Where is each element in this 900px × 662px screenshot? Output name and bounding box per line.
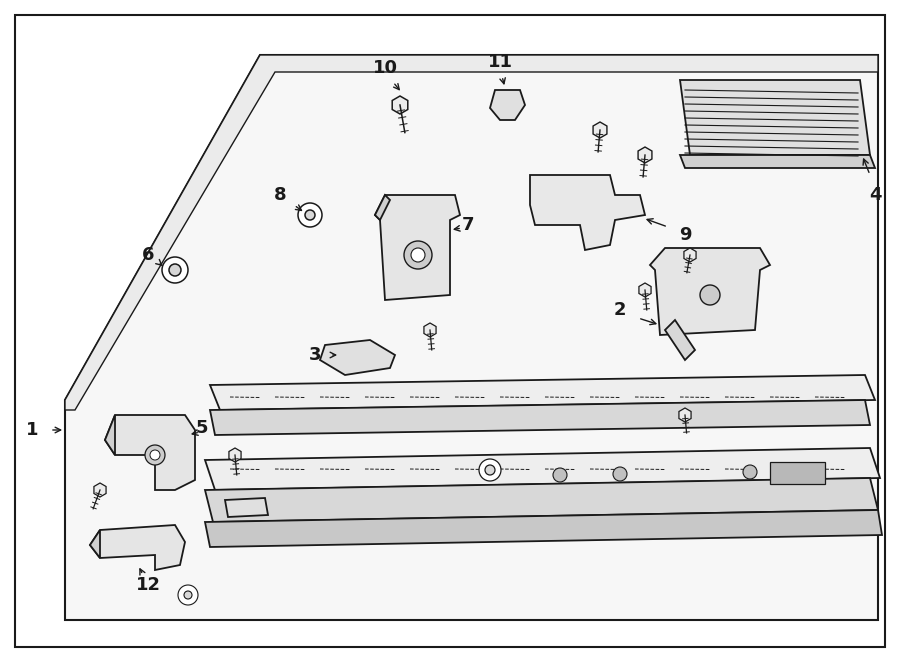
Polygon shape xyxy=(650,248,770,335)
Circle shape xyxy=(404,241,432,269)
Text: 7: 7 xyxy=(462,216,474,234)
Circle shape xyxy=(613,467,627,481)
Circle shape xyxy=(743,465,757,479)
Circle shape xyxy=(479,459,501,481)
Circle shape xyxy=(485,465,495,475)
Circle shape xyxy=(411,248,425,262)
Polygon shape xyxy=(490,90,525,120)
Polygon shape xyxy=(530,175,645,250)
Circle shape xyxy=(150,450,160,460)
Polygon shape xyxy=(210,400,870,435)
Polygon shape xyxy=(65,55,878,410)
Circle shape xyxy=(700,285,720,305)
Text: 11: 11 xyxy=(488,53,512,71)
Polygon shape xyxy=(680,155,875,168)
Bar xyxy=(770,462,825,484)
Polygon shape xyxy=(665,320,695,360)
Circle shape xyxy=(184,591,192,599)
Polygon shape xyxy=(105,415,195,490)
Text: 12: 12 xyxy=(136,576,160,594)
Circle shape xyxy=(145,445,165,465)
Polygon shape xyxy=(205,510,882,547)
Circle shape xyxy=(793,464,807,478)
Polygon shape xyxy=(375,195,460,300)
Text: 8: 8 xyxy=(274,186,286,204)
Polygon shape xyxy=(210,375,875,410)
Polygon shape xyxy=(375,195,390,220)
Circle shape xyxy=(298,203,322,227)
Polygon shape xyxy=(205,478,878,522)
Text: 6: 6 xyxy=(142,246,154,264)
Polygon shape xyxy=(225,498,268,517)
Text: 3: 3 xyxy=(309,346,321,364)
Text: 4: 4 xyxy=(868,186,881,204)
Text: 9: 9 xyxy=(679,226,691,244)
Circle shape xyxy=(178,585,198,605)
Polygon shape xyxy=(320,340,395,375)
Text: 5: 5 xyxy=(196,419,208,437)
Polygon shape xyxy=(205,448,880,490)
Text: 2: 2 xyxy=(614,301,626,319)
Polygon shape xyxy=(65,55,878,620)
Polygon shape xyxy=(105,415,115,455)
Circle shape xyxy=(162,257,188,283)
Polygon shape xyxy=(680,80,870,155)
Circle shape xyxy=(169,264,181,276)
Text: 1: 1 xyxy=(26,421,38,439)
Circle shape xyxy=(553,468,567,482)
Polygon shape xyxy=(90,530,100,558)
Circle shape xyxy=(305,210,315,220)
Polygon shape xyxy=(90,525,185,570)
Text: 10: 10 xyxy=(373,59,398,77)
